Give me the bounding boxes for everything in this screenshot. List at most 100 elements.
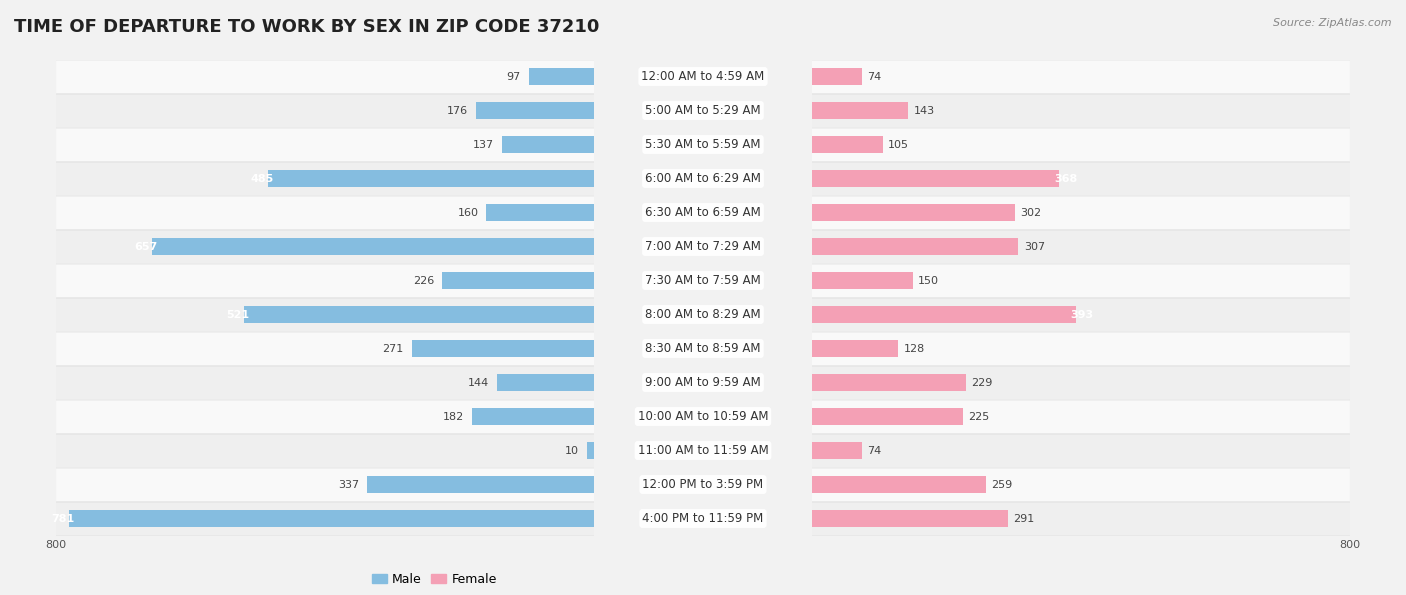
Text: 7:00 AM to 7:29 AM: 7:00 AM to 7:29 AM [645, 240, 761, 253]
FancyBboxPatch shape [813, 468, 1350, 502]
Text: Source: ZipAtlas.com: Source: ZipAtlas.com [1274, 18, 1392, 28]
FancyBboxPatch shape [56, 298, 593, 331]
Bar [813, 510, 1008, 527]
Text: 6:00 AM to 6:29 AM: 6:00 AM to 6:29 AM [645, 172, 761, 185]
Text: 11:00 AM to 11:59 AM: 11:00 AM to 11:59 AM [638, 444, 768, 457]
Bar [471, 408, 593, 425]
FancyBboxPatch shape [813, 230, 1350, 264]
FancyBboxPatch shape [813, 365, 1350, 399]
Bar [813, 475, 986, 493]
FancyBboxPatch shape [56, 93, 593, 127]
FancyBboxPatch shape [813, 161, 1350, 196]
Legend: Male, Female: Male, Female [367, 568, 502, 591]
Bar [813, 203, 1015, 221]
Text: 143: 143 [914, 105, 935, 115]
FancyBboxPatch shape [56, 365, 593, 399]
Text: 337: 337 [339, 480, 360, 490]
Text: 137: 137 [472, 139, 494, 149]
Bar [813, 68, 862, 85]
Text: 259: 259 [991, 480, 1012, 490]
Text: 105: 105 [889, 139, 908, 149]
FancyBboxPatch shape [56, 230, 593, 264]
FancyBboxPatch shape [56, 196, 593, 230]
Text: 12:00 PM to 3:59 PM: 12:00 PM to 3:59 PM [643, 478, 763, 491]
Bar [486, 203, 593, 221]
Bar [813, 340, 898, 358]
Text: 8:30 AM to 8:59 AM: 8:30 AM to 8:59 AM [645, 342, 761, 355]
FancyBboxPatch shape [813, 399, 1350, 434]
Text: 8:00 AM to 8:29 AM: 8:00 AM to 8:29 AM [645, 308, 761, 321]
Text: 393: 393 [1071, 309, 1094, 320]
Text: 302: 302 [1021, 208, 1042, 218]
Text: 229: 229 [972, 377, 993, 387]
Bar [813, 374, 966, 392]
Text: 182: 182 [443, 412, 464, 421]
FancyBboxPatch shape [56, 331, 593, 365]
Bar [813, 306, 1076, 323]
Bar [813, 408, 963, 425]
Bar [441, 272, 593, 289]
Text: 97: 97 [506, 71, 520, 82]
Bar [813, 170, 1059, 187]
Text: 9:00 AM to 9:59 AM: 9:00 AM to 9:59 AM [645, 376, 761, 389]
Text: 291: 291 [1012, 513, 1035, 524]
Text: 657: 657 [135, 242, 157, 252]
Bar [813, 441, 862, 459]
FancyBboxPatch shape [813, 196, 1350, 230]
FancyBboxPatch shape [813, 298, 1350, 331]
Text: 74: 74 [868, 446, 882, 456]
Text: 12:00 AM to 4:59 AM: 12:00 AM to 4:59 AM [641, 70, 765, 83]
Bar [269, 170, 593, 187]
Text: 307: 307 [1024, 242, 1045, 252]
Bar [813, 272, 912, 289]
Text: 128: 128 [904, 343, 925, 353]
Bar [367, 475, 593, 493]
FancyBboxPatch shape [813, 60, 1350, 93]
Text: 485: 485 [250, 174, 273, 183]
FancyBboxPatch shape [813, 264, 1350, 298]
FancyBboxPatch shape [56, 161, 593, 196]
Text: 226: 226 [413, 275, 434, 286]
Text: 5:00 AM to 5:29 AM: 5:00 AM to 5:29 AM [645, 104, 761, 117]
Bar [243, 306, 593, 323]
Text: 6:30 AM to 6:59 AM: 6:30 AM to 6:59 AM [645, 206, 761, 219]
Bar [813, 102, 908, 120]
Text: 225: 225 [969, 412, 990, 421]
FancyBboxPatch shape [813, 434, 1350, 468]
Bar [813, 237, 1018, 255]
FancyBboxPatch shape [813, 127, 1350, 161]
Text: 160: 160 [457, 208, 478, 218]
FancyBboxPatch shape [56, 468, 593, 502]
FancyBboxPatch shape [813, 502, 1350, 536]
Text: 4:00 PM to 11:59 PM: 4:00 PM to 11:59 PM [643, 512, 763, 525]
Bar [813, 136, 883, 154]
FancyBboxPatch shape [56, 264, 593, 298]
FancyBboxPatch shape [56, 434, 593, 468]
Text: 521: 521 [226, 309, 249, 320]
Bar [502, 136, 593, 154]
FancyBboxPatch shape [56, 399, 593, 434]
Text: 176: 176 [447, 105, 468, 115]
Text: 10:00 AM to 10:59 AM: 10:00 AM to 10:59 AM [638, 410, 768, 423]
Bar [152, 237, 593, 255]
Text: 781: 781 [51, 513, 75, 524]
Bar [498, 374, 593, 392]
Text: 74: 74 [868, 71, 882, 82]
Text: 10: 10 [565, 446, 579, 456]
Text: TIME OF DEPARTURE TO WORK BY SEX IN ZIP CODE 37210: TIME OF DEPARTURE TO WORK BY SEX IN ZIP … [14, 18, 599, 36]
Bar [69, 510, 593, 527]
Text: 5:30 AM to 5:59 AM: 5:30 AM to 5:59 AM [645, 138, 761, 151]
FancyBboxPatch shape [56, 127, 593, 161]
FancyBboxPatch shape [813, 331, 1350, 365]
Text: 271: 271 [382, 343, 404, 353]
Text: 144: 144 [468, 377, 489, 387]
Text: 7:30 AM to 7:59 AM: 7:30 AM to 7:59 AM [645, 274, 761, 287]
FancyBboxPatch shape [813, 93, 1350, 127]
Text: 150: 150 [918, 275, 939, 286]
Bar [529, 68, 593, 85]
FancyBboxPatch shape [56, 60, 593, 93]
Bar [475, 102, 593, 120]
Bar [588, 441, 593, 459]
Text: 368: 368 [1054, 174, 1077, 183]
FancyBboxPatch shape [56, 502, 593, 536]
